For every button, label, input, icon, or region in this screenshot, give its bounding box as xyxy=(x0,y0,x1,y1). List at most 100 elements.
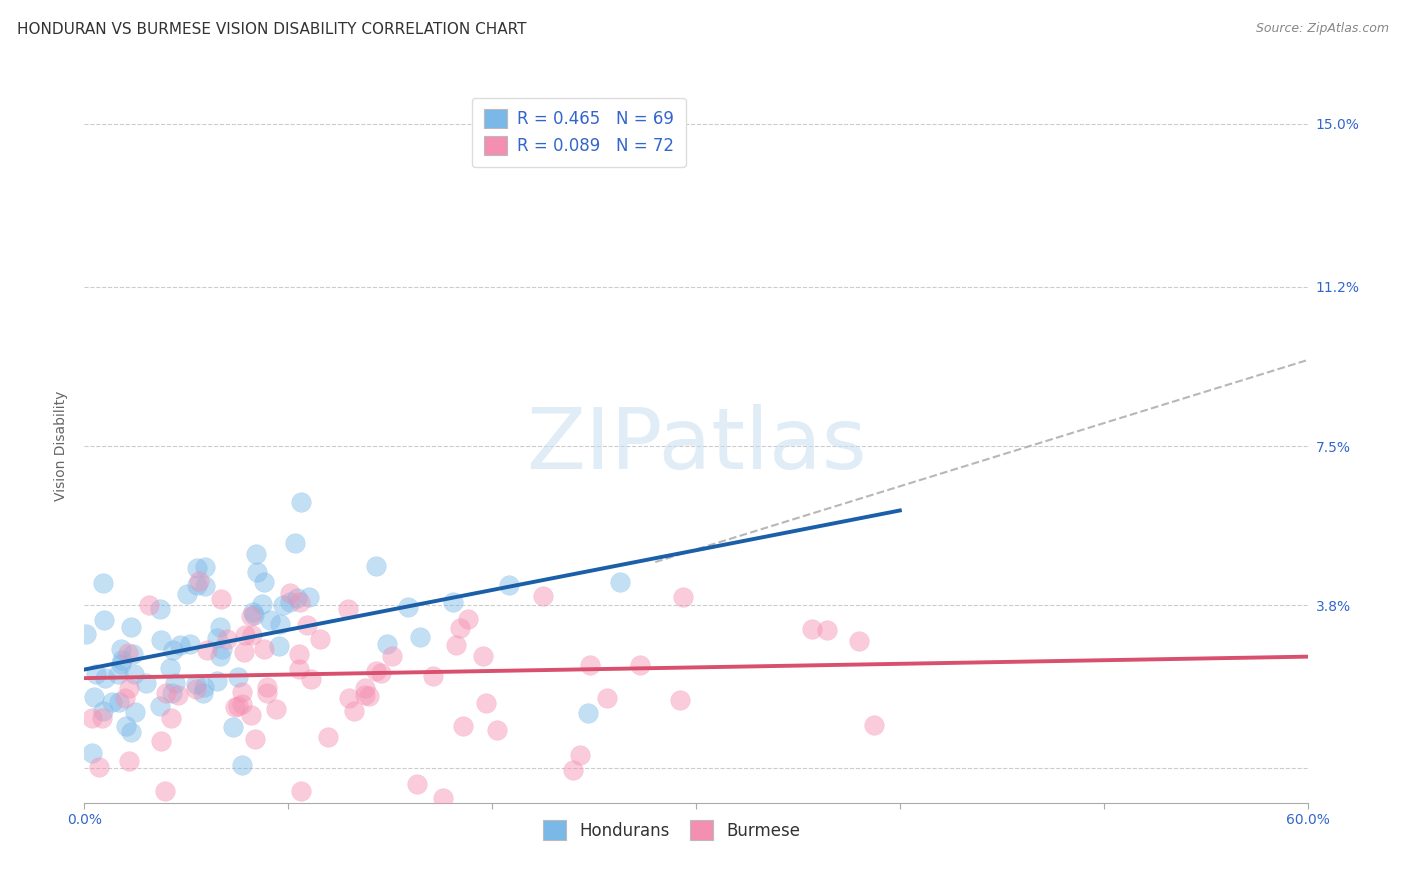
Point xyxy=(245,547,267,561)
Point xyxy=(153,784,176,798)
Point xyxy=(422,669,444,683)
Point xyxy=(110,657,132,671)
Point xyxy=(111,653,134,667)
Point xyxy=(336,602,359,616)
Point xyxy=(107,695,129,709)
Point xyxy=(569,748,592,763)
Point xyxy=(138,599,160,613)
Point xyxy=(118,681,141,695)
Point xyxy=(343,704,366,718)
Point xyxy=(453,719,475,733)
Point xyxy=(406,777,429,791)
Point xyxy=(162,642,184,657)
Point xyxy=(167,688,190,702)
Point xyxy=(231,758,253,772)
Point xyxy=(150,632,173,647)
Point xyxy=(309,632,332,646)
Point xyxy=(668,693,690,707)
Point xyxy=(117,646,139,660)
Point xyxy=(114,690,136,705)
Point xyxy=(159,711,181,725)
Point xyxy=(122,666,145,681)
Point xyxy=(226,670,249,684)
Point xyxy=(671,590,693,604)
Point xyxy=(531,589,554,603)
Point xyxy=(375,637,398,651)
Point xyxy=(444,638,467,652)
Point xyxy=(318,730,340,744)
Point xyxy=(107,666,129,681)
Point xyxy=(91,576,114,591)
Point xyxy=(253,642,276,657)
Point xyxy=(863,718,886,732)
Point xyxy=(596,691,619,706)
Point xyxy=(290,784,312,798)
Point xyxy=(120,725,142,739)
Point xyxy=(169,638,191,652)
Point xyxy=(269,639,291,653)
Point xyxy=(231,697,253,711)
Point xyxy=(278,586,301,600)
Point xyxy=(208,649,231,664)
Point xyxy=(226,699,249,714)
Text: ZIPatlas: ZIPatlas xyxy=(526,404,866,488)
Point xyxy=(186,578,208,592)
Point xyxy=(370,665,392,680)
Point xyxy=(290,595,312,609)
Point xyxy=(91,711,114,725)
Point xyxy=(243,731,266,746)
Point xyxy=(250,598,273,612)
Y-axis label: Vision Disability: Vision Disability xyxy=(55,391,69,501)
Point xyxy=(121,647,143,661)
Point xyxy=(449,622,471,636)
Point xyxy=(184,681,207,696)
Point xyxy=(381,649,404,664)
Point xyxy=(209,591,232,606)
Point xyxy=(80,746,103,760)
Point xyxy=(576,706,599,720)
Point xyxy=(209,620,232,634)
Point xyxy=(184,676,207,690)
Point xyxy=(848,633,870,648)
Point xyxy=(135,675,157,690)
Point xyxy=(354,688,377,702)
Point xyxy=(256,681,278,695)
Text: HONDURAN VS BURMESE VISION DISABILITY CORRELATION CHART: HONDURAN VS BURMESE VISION DISABILITY CO… xyxy=(17,22,526,37)
Point xyxy=(194,579,217,593)
Point xyxy=(242,605,264,619)
Point xyxy=(155,686,177,700)
Point xyxy=(207,673,229,688)
Point xyxy=(290,495,312,509)
Point xyxy=(83,690,105,705)
Point xyxy=(231,685,253,699)
Point xyxy=(366,559,388,574)
Point xyxy=(193,686,215,700)
Point xyxy=(149,733,172,747)
Point xyxy=(609,574,631,589)
Point xyxy=(409,630,432,644)
Point xyxy=(239,708,262,723)
Point xyxy=(562,763,585,777)
Point xyxy=(285,591,308,606)
Point xyxy=(245,565,267,579)
Point xyxy=(471,649,494,664)
Point xyxy=(193,680,215,694)
Point xyxy=(278,594,301,608)
Point xyxy=(801,622,824,636)
Point xyxy=(120,620,142,634)
Point xyxy=(441,595,464,609)
Point xyxy=(215,632,238,647)
Point xyxy=(222,720,245,734)
Point xyxy=(396,600,419,615)
Point xyxy=(815,623,838,637)
Point xyxy=(87,760,110,774)
Point xyxy=(337,691,360,706)
Point xyxy=(179,637,201,651)
Point xyxy=(269,616,291,631)
Point xyxy=(124,705,146,719)
Point xyxy=(186,561,208,575)
Point xyxy=(110,642,132,657)
Point xyxy=(287,647,309,661)
Point xyxy=(498,577,520,591)
Point xyxy=(243,607,266,622)
